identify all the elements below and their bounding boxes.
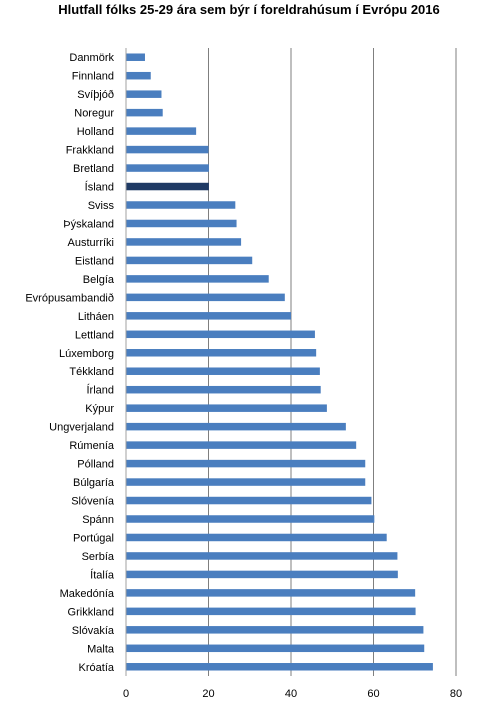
bar — [126, 145, 209, 154]
bar — [126, 275, 269, 283]
bar — [126, 607, 416, 616]
category-label: Danmörk — [69, 52, 114, 64]
category-label: Ísland — [85, 181, 114, 194]
bar — [126, 367, 320, 375]
bar — [126, 515, 375, 523]
bar — [126, 644, 425, 653]
x-tick-label: 20 — [202, 688, 214, 700]
category-label: Ungverjaland — [49, 422, 114, 434]
x-tick-label: 0 — [123, 688, 129, 700]
bar — [126, 238, 242, 246]
category-label: Austurríki — [68, 237, 114, 249]
category-label: Finnland — [72, 71, 114, 83]
bar — [126, 201, 236, 209]
category-label: Tékkland — [69, 366, 114, 378]
bar — [126, 312, 291, 320]
category-label: Noregur — [74, 108, 114, 120]
category-label: Írland — [86, 384, 114, 397]
category-label: Portúgal — [73, 532, 114, 544]
bar — [126, 385, 321, 394]
category-label: Lettland — [75, 329, 114, 341]
category-label: Serbía — [82, 551, 115, 563]
category-label: Spánn — [82, 514, 114, 526]
bar — [126, 404, 327, 412]
bar — [126, 570, 398, 579]
category-label: Lúxemborg — [59, 348, 114, 360]
bar — [126, 219, 237, 228]
category-label: Þýskaland — [63, 218, 114, 230]
bar — [126, 422, 346, 431]
category-label: Slóvakía — [72, 625, 115, 637]
category-label: Sviss — [88, 200, 115, 212]
category-label: Holland — [77, 126, 114, 138]
bar — [126, 330, 315, 339]
category-label: Belgía — [83, 274, 115, 286]
category-label: Svíþjóð — [77, 89, 114, 101]
category-label: Makedónía — [60, 588, 115, 600]
bar — [126, 663, 433, 671]
bar — [126, 589, 416, 597]
bar — [126, 164, 209, 172]
category-label: Rúmenía — [69, 440, 115, 452]
bar — [126, 533, 387, 542]
category-label: Eistland — [75, 255, 114, 267]
category-label: Grikkland — [68, 606, 114, 618]
bar — [126, 293, 285, 302]
bar — [126, 90, 162, 98]
category-label: Bretland — [73, 163, 114, 175]
bar — [126, 478, 366, 486]
category-label: Malta — [87, 643, 115, 655]
bar — [126, 496, 372, 505]
x-tick-label: 40 — [285, 688, 297, 700]
category-label: Króatía — [79, 662, 115, 674]
category-label: Ítalía — [90, 568, 115, 581]
bar — [126, 459, 366, 468]
category-label: Pólland — [77, 459, 114, 471]
category-label: Slóvenía — [71, 496, 115, 508]
bar — [126, 127, 197, 135]
bar — [126, 71, 151, 80]
bar — [126, 53, 145, 61]
category-label: Kýpur — [85, 403, 114, 415]
bar — [126, 441, 357, 449]
bar — [126, 256, 253, 265]
bar — [126, 552, 398, 560]
category-label: Frakkland — [66, 145, 114, 157]
category-label: Búlgaría — [73, 477, 115, 489]
bar — [126, 349, 317, 357]
category-label: Litháen — [78, 311, 114, 323]
x-tick-label: 60 — [367, 688, 379, 700]
bar — [126, 108, 163, 117]
category-label: Evrópusambandið — [25, 292, 114, 304]
x-tick-label: 80 — [450, 688, 462, 700]
chart-title: Hlutfall fólks 25-29 ára sem býr í forel… — [58, 2, 440, 17]
bar — [126, 626, 424, 634]
bar — [126, 182, 209, 191]
